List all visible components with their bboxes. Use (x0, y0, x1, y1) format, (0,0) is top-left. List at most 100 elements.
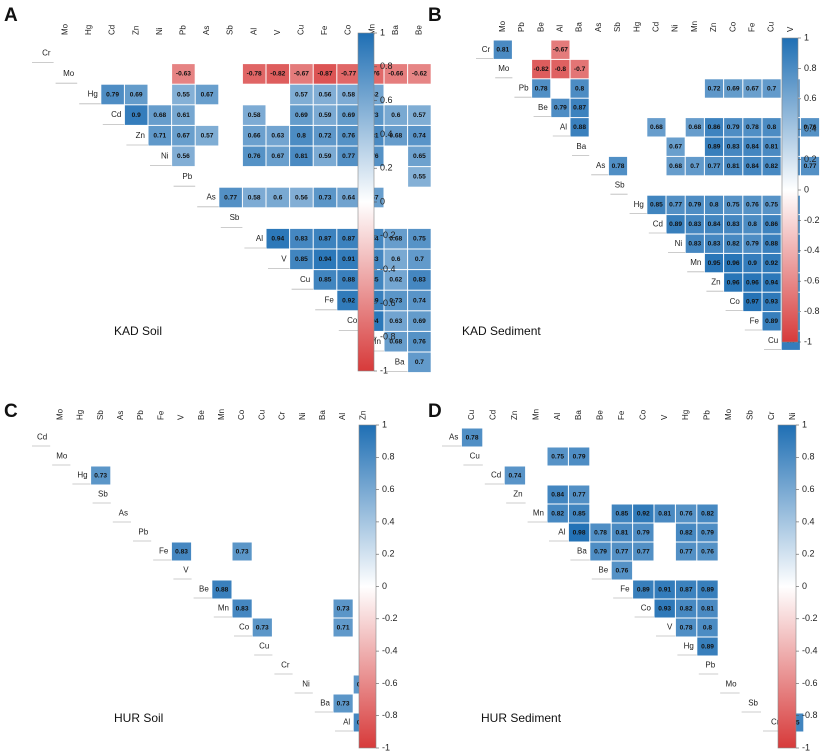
heatmap-cell (590, 542, 611, 561)
row-label: Cd (37, 433, 47, 442)
row-label: Ba (576, 142, 586, 151)
panel-letter: A (4, 5, 18, 26)
row-label: Al (256, 234, 263, 243)
heatmap-cell (337, 64, 360, 84)
heatmap-cell (242, 105, 266, 125)
row-label: Mn (218, 604, 229, 613)
row-label: Fe (324, 296, 334, 305)
cell-value-label: -0.63 (176, 71, 191, 78)
colorbar-tick-label: 1 (380, 27, 385, 37)
cell-value-label: 0.85 (573, 510, 586, 517)
heatmap-cell (195, 84, 219, 105)
top-label: Mn (217, 409, 226, 420)
colorbar-tick-label: -0.4 (380, 264, 396, 274)
heatmap-cell (675, 580, 697, 599)
cell-value-label: 0.72 (708, 85, 721, 92)
heatmap-cell (290, 105, 313, 125)
heatmap-cell (762, 156, 781, 176)
cell-value-label: 0.67 (746, 85, 759, 92)
heatmap-cell (313, 270, 337, 290)
heatmap-cell (547, 485, 568, 504)
cell-value-label: 0.83 (727, 143, 740, 150)
heatmap-cell (337, 84, 360, 105)
heatmap-cell (313, 146, 337, 167)
top-label: Ba (318, 410, 327, 420)
cell-value-label: 0.68 (669, 163, 682, 170)
colorbar-tick-label: 0 (802, 581, 807, 591)
panel-c: C Mo Hg Sb As Pb Fe V Be Mn Co Cu Cr Ni Ba Al Zn Cd Mo Hg Sb… (4, 401, 398, 752)
cell-value-label: 0.8 (709, 202, 718, 209)
cell-value-label: 0.82 (680, 529, 693, 536)
heatmap-cell (148, 105, 172, 125)
colorbar-tick-label: 0.2 (380, 163, 393, 173)
cell-value-label: 0.64 (342, 194, 355, 201)
cell-value-label: 0.82 (680, 605, 693, 612)
cell-value-label: 0.89 (701, 643, 714, 650)
heatmap-cell (611, 542, 633, 561)
row-label: Sb (615, 181, 625, 190)
heatmap-cell (532, 59, 551, 79)
cell-value-label: 0.89 (669, 221, 682, 228)
colorbar-tick-label: 0.6 (382, 484, 395, 494)
cell-value-label: 0.82 (765, 163, 778, 170)
cell-value-label: 0.74 (508, 472, 521, 479)
heatmap-cell (762, 79, 781, 98)
heatmap-cell (313, 228, 337, 249)
top-label: As (594, 23, 603, 32)
top-label: Ni (788, 412, 797, 420)
cell-value-label: 0.82 (701, 510, 714, 517)
heatmap-cell (654, 599, 675, 618)
heatmap-cell (124, 105, 148, 125)
top-label: Al (556, 25, 565, 32)
heatmap-cell (704, 137, 724, 156)
cell-value-label: 0.86 (765, 221, 778, 228)
heatmap-cell (408, 125, 431, 146)
cell-value-label: 0.77 (573, 491, 586, 498)
cell-value-label: 0.83 (175, 548, 188, 555)
row-label: Pb (138, 528, 148, 537)
cell-value-label: 0.92 (637, 510, 650, 517)
heatmap-cell (568, 523, 590, 542)
top-label: Fe (320, 25, 329, 35)
cell-value-label: 0.77 (680, 548, 693, 555)
row-label: Cd (653, 219, 663, 228)
heatmap-cell (252, 618, 272, 637)
cell-value-label: 0.81 (615, 529, 628, 536)
cell-value-label: 0.85 (295, 256, 308, 263)
row-label: Zn (711, 278, 720, 287)
heatmap-cell (697, 523, 718, 542)
top-label: Mn (367, 24, 376, 35)
heatmap-cell (570, 118, 589, 137)
heatmap-cell (762, 273, 781, 292)
top-label: Hg (632, 22, 641, 32)
heatmap-cell (242, 187, 266, 208)
colorbar-tick-label: -0.8 (802, 710, 818, 720)
top-label: Ba (391, 25, 400, 35)
heatmap-cell (762, 292, 781, 312)
cell-value-label: 0.79 (701, 529, 714, 536)
heatmap-cell (724, 118, 743, 137)
row-label: Hg (634, 200, 644, 209)
cell-value-label: 0.73 (337, 700, 350, 707)
cell-value-label: 0.57 (201, 132, 214, 139)
row-label: As (596, 161, 605, 170)
cell-value-label: 0.65 (413, 153, 426, 160)
colorbar-tick-label: 0.2 (382, 549, 395, 559)
top-label: Hg (84, 25, 93, 35)
colorbar (358, 424, 377, 749)
colorbar-tick-label: -0.6 (380, 298, 396, 308)
heatmap-cell (743, 253, 762, 273)
cell-value-label: 0.88 (573, 124, 586, 131)
top-label: Sb (96, 410, 105, 420)
colorbar-tick-label: 0 (804, 184, 809, 194)
cell-value-label: 0.79 (554, 105, 567, 112)
row-label: Fe (750, 316, 760, 325)
heatmap-cell (290, 228, 313, 249)
heatmap-cell (172, 84, 195, 105)
heatmap-cell (608, 156, 628, 176)
heatmap-cell (408, 64, 431, 84)
cell-value-label: 0.55 (413, 174, 426, 181)
cell-value-label: 0.88 (342, 277, 355, 284)
heatmap-cell (762, 137, 781, 156)
heatmap-cell (148, 125, 172, 146)
